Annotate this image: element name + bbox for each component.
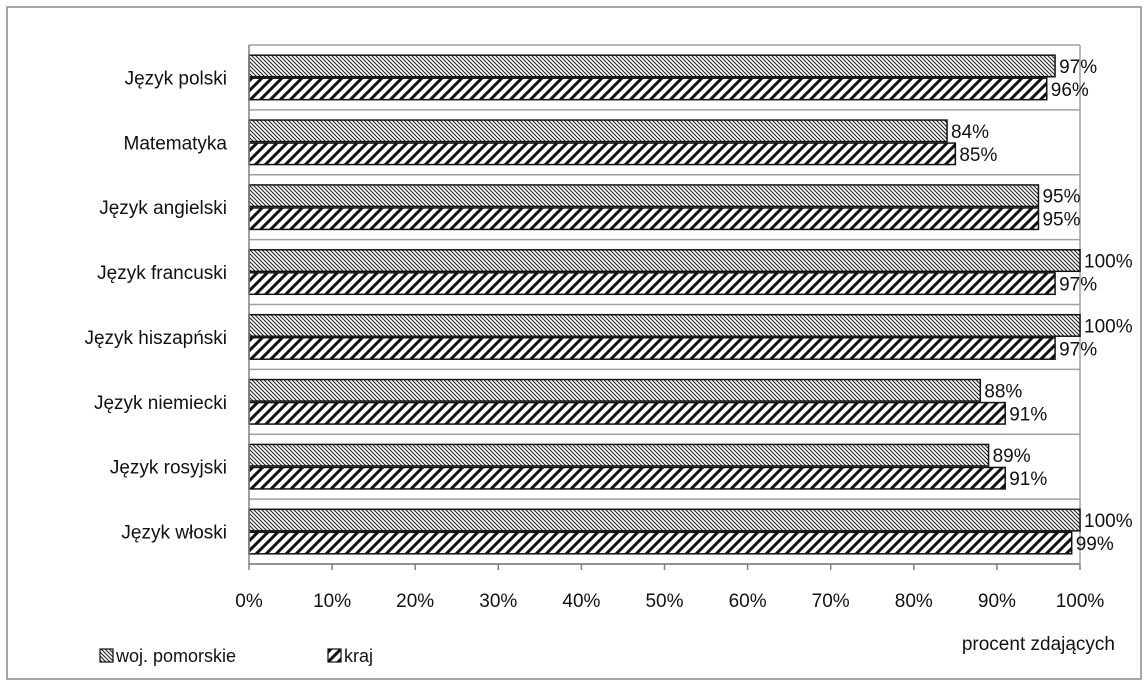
- data-label: 99%: [1076, 534, 1114, 555]
- data-label: 89%: [993, 446, 1031, 467]
- x-tick-label: 60%: [729, 591, 767, 612]
- data-label: 84%: [951, 122, 989, 143]
- bar-kraj: [248, 142, 957, 166]
- data-label: 97%: [1059, 57, 1097, 78]
- bar-kraj: [248, 272, 1056, 296]
- x-tick-label: 30%: [479, 591, 517, 612]
- bar-pomorskie: [248, 443, 990, 467]
- data-label: 88%: [984, 381, 1022, 402]
- bar-pomorskie: [248, 54, 1056, 78]
- bar-pomorskie: [248, 249, 1081, 273]
- x-axis-title: procent zdających: [962, 634, 1115, 655]
- data-label: 96%: [1051, 80, 1089, 101]
- x-tick-label: 0%: [235, 591, 263, 612]
- data-label: 100%: [1084, 316, 1133, 337]
- category-label: Język francuski: [97, 263, 227, 284]
- category-label: Język rosyjski: [110, 458, 227, 479]
- data-label: 91%: [1009, 469, 1047, 490]
- category-label: Język angielski: [99, 198, 227, 219]
- data-label: 95%: [1042, 210, 1080, 231]
- x-tick-label: 40%: [562, 591, 600, 612]
- category-label: Język polski: [125, 68, 227, 89]
- bar-pomorskie: [248, 184, 1040, 208]
- x-tick-label: 20%: [396, 591, 434, 612]
- bar-kraj: [248, 531, 1073, 555]
- data-label: 95%: [1042, 187, 1080, 208]
- legend-swatch: [327, 648, 342, 663]
- data-label: 97%: [1059, 339, 1097, 360]
- data-label: 85%: [959, 145, 997, 166]
- bar-pomorskie: [248, 313, 1081, 337]
- bar-kraj: [248, 466, 1006, 490]
- bar-pomorskie: [248, 508, 1081, 532]
- bar-pomorskie: [248, 119, 948, 143]
- data-label: 91%: [1009, 404, 1047, 425]
- bar-kraj: [248, 401, 1006, 425]
- legend-label: woj. pomorskie: [115, 646, 236, 666]
- category-label: Język niemiecki: [94, 393, 227, 414]
- legend: woj. pomorskie kraj: [99, 646, 373, 666]
- x-tick-label: 90%: [978, 591, 1016, 612]
- x-tick-label: 100%: [1056, 591, 1105, 612]
- x-tick-label: 10%: [313, 591, 351, 612]
- chart-border: [6, 6, 1142, 680]
- data-label: 100%: [1084, 252, 1133, 273]
- x-tick-label: 70%: [812, 591, 850, 612]
- data-label: 100%: [1084, 511, 1133, 532]
- category-label: Język hiszapński: [84, 328, 227, 349]
- x-tick-label: 80%: [895, 591, 933, 612]
- bar-pomorskie: [248, 378, 982, 402]
- bar-kraj: [248, 207, 1040, 231]
- category-label: Język włoski: [121, 523, 227, 544]
- category-label: Matematyka: [124, 133, 228, 154]
- legend-swatch: [99, 648, 114, 663]
- legend-label: kraj: [344, 646, 373, 666]
- data-label: 97%: [1059, 275, 1097, 296]
- x-tick-label: 50%: [645, 591, 683, 612]
- bar-kraj: [248, 77, 1048, 101]
- bar-kraj: [248, 336, 1056, 360]
